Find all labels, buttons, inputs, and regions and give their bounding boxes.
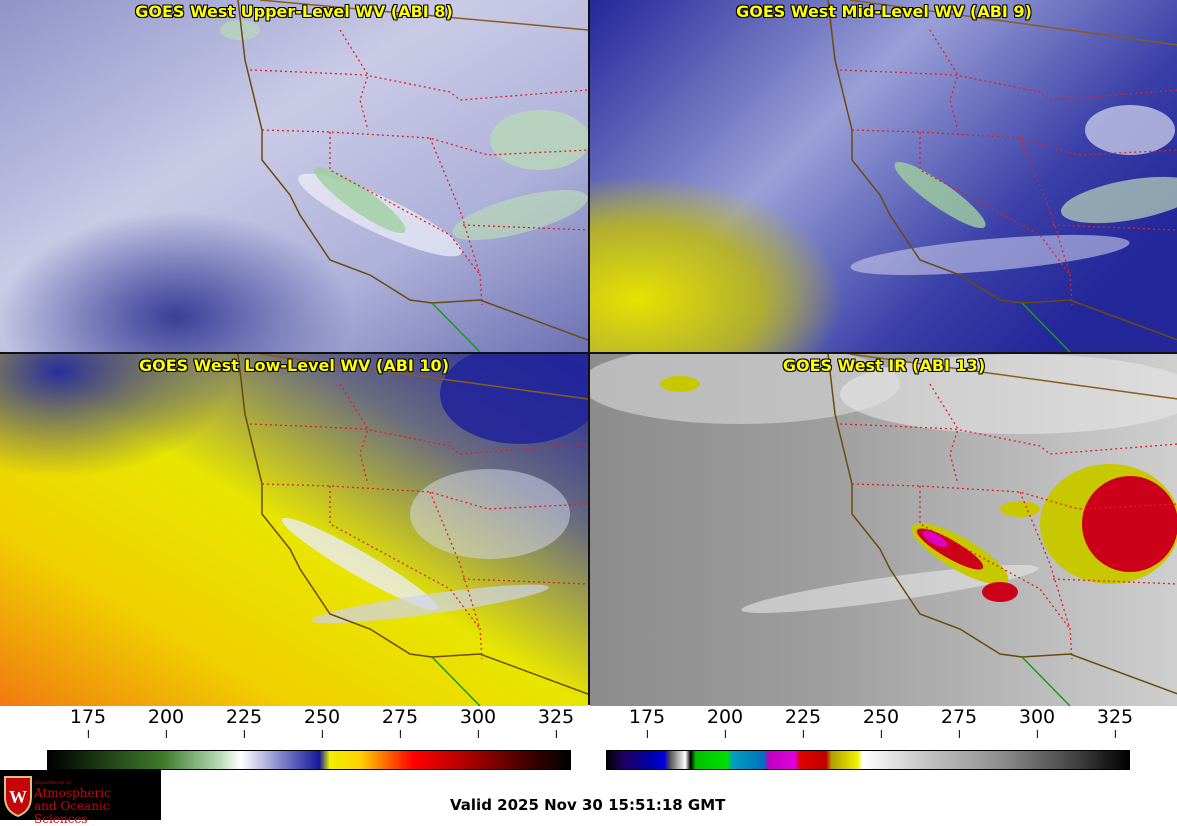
logo-name-line1: Atmospheric [34, 786, 111, 800]
ir-tick-label: 325 [1096, 706, 1134, 728]
ir-colorbar-ticks: 175 200 225 250 275 300 325 [606, 706, 1133, 750]
panel-title-mid-wv: GOES West Mid-Level WV (ABI 9) [736, 2, 1032, 21]
wv-tick: 250 [304, 706, 340, 738]
ir-colorbar [606, 750, 1130, 770]
panel-ir: GOES West IR (ABI 13) [590, 354, 1177, 706]
ir-tick: 275 [941, 706, 977, 738]
logo-text: Department of Atmospheric and Oceanic Sc… [34, 780, 161, 826]
panel-title-low-wv: GOES West Low-Level WV (ABI 10) [138, 356, 449, 375]
wv-tick-label: 225 [225, 706, 263, 728]
ir-tick: 225 [785, 706, 821, 738]
ir-tick: 200 [707, 706, 743, 738]
wv-tick: 225 [226, 706, 262, 738]
wv-tick-label: 275 [381, 706, 419, 728]
ir-tick: 250 [863, 706, 899, 738]
logo-name-line2: and Oceanic Sciences [34, 799, 110, 826]
wv-tick-label: 175 [69, 706, 107, 728]
svg-text:W: W [9, 787, 27, 807]
low-wv-image [0, 354, 588, 706]
ir-tick-label: 200 [706, 706, 744, 728]
ir-tick-label: 250 [862, 706, 900, 728]
panel-mid-wv: GOES West Mid-Level WV (ABI 9) [590, 0, 1177, 352]
panel-upper-wv: GOES West Upper-Level WV (ABI 8) [0, 0, 588, 352]
ir-tick: 175 [629, 706, 665, 738]
panel-title-upper-wv: GOES West Upper-Level WV (ABI 8) [135, 2, 453, 21]
panel-title-ir: GOES West IR (ABI 13) [782, 356, 986, 375]
ir-tick-label: 275 [940, 706, 978, 728]
panel-divider-horizontal [0, 352, 1177, 354]
wv-tick: 300 [460, 706, 496, 738]
uw-crest-icon: W [4, 776, 32, 817]
ir-tick-label: 300 [1018, 706, 1056, 728]
logo-dept-line: Department of [34, 780, 71, 786]
wv-tick: 325 [538, 706, 574, 738]
wv-tick-label: 300 [459, 706, 497, 728]
wv-tick-label: 200 [147, 706, 185, 728]
ir-tick-label: 175 [628, 706, 666, 728]
panel-low-wv: GOES West Low-Level WV (ABI 10) [0, 354, 588, 706]
uw-aos-logo[interactable]: W Department of Atmospheric and Oceanic … [0, 770, 161, 826]
wv-tick: 175 [70, 706, 106, 738]
mid-wv-image [590, 0, 1177, 352]
wv-tick-label: 250 [303, 706, 341, 728]
wv-tick-label: 325 [537, 706, 575, 728]
wv-colorbar [47, 750, 571, 770]
wv-tick: 275 [382, 706, 418, 738]
ir-tick-label: 225 [784, 706, 822, 728]
upper-wv-image [0, 0, 588, 352]
ir-image [590, 354, 1177, 706]
ir-tick: 325 [1097, 706, 1133, 738]
ir-tick: 300 [1019, 706, 1055, 738]
wv-colorbar-ticks: 175 200 225 250 275 300 325 [47, 706, 574, 750]
valid-timestamp: Valid 2025 Nov 30 15:51:18 GMT [450, 796, 726, 814]
wv-tick: 200 [148, 706, 184, 738]
